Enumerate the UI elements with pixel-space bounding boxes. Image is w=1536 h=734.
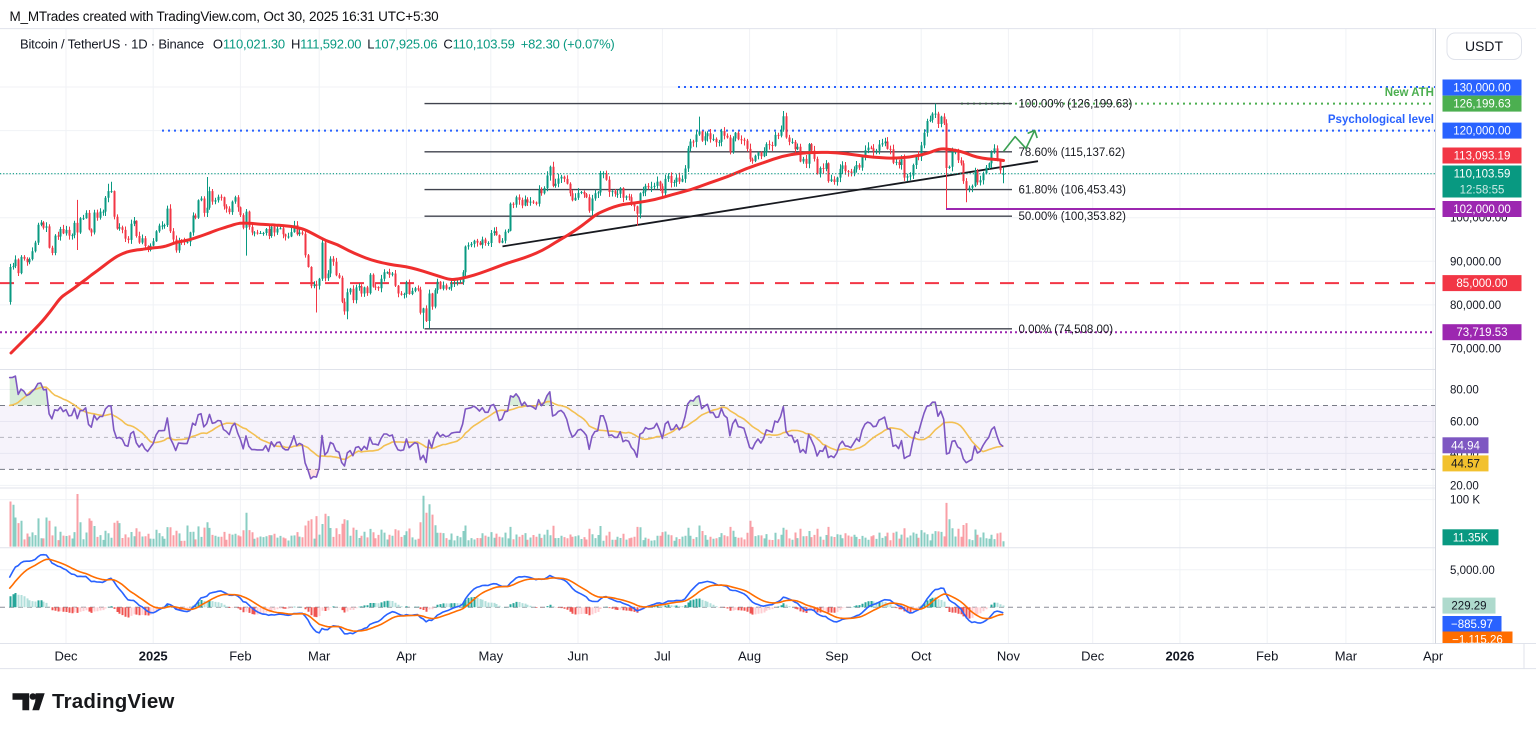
svg-text:126,199.63: 126,199.63 [1453, 99, 1511, 111]
svg-text:100 K: 100 K [1450, 495, 1480, 507]
svg-text:100.00% (126,199.63): 100.00% (126,199.63) [1019, 99, 1133, 111]
svg-text:60.00: 60.00 [1450, 417, 1479, 429]
svg-text:Mar: Mar [308, 649, 331, 664]
svg-text:Feb: Feb [1256, 649, 1278, 664]
svg-text:130,000.00: 130,000.00 [1453, 83, 1511, 95]
svg-text:113,093.19: 113,093.19 [1454, 151, 1511, 163]
svg-text:2025: 2025 [139, 649, 168, 664]
svg-text:Oct: Oct [911, 649, 932, 664]
svg-text:85,000.00: 85,000.00 [1456, 278, 1507, 290]
svg-text:90,000.00: 90,000.00 [1450, 256, 1501, 268]
svg-text:12:58:55: 12:58:55 [1460, 185, 1505, 197]
svg-text:5,000.00: 5,000.00 [1450, 565, 1495, 577]
svg-text:120,000.00: 120,000.00 [1453, 126, 1511, 138]
svg-text:78.60% (115,137.62): 78.60% (115,137.62) [1019, 147, 1126, 159]
svg-text:229.29: 229.29 [1451, 601, 1486, 613]
svg-text:Sep: Sep [825, 649, 848, 664]
svg-text:Mar: Mar [1335, 649, 1358, 664]
svg-text:20.00: 20.00 [1450, 480, 1479, 492]
svg-text:73,719.53: 73,719.53 [1456, 327, 1507, 339]
svg-text:50.00% (100,353.82): 50.00% (100,353.82) [1019, 211, 1127, 223]
svg-text:USDT: USDT [1465, 38, 1504, 54]
svg-text:−885.97: −885.97 [1451, 619, 1493, 631]
svg-text:61.80% (106,453.43): 61.80% (106,453.43) [1019, 185, 1127, 197]
svg-text:44.57: 44.57 [1451, 458, 1480, 470]
svg-text:102,000.00: 102,000.00 [1453, 204, 1511, 216]
svg-text:0.00% (74,508.00): 0.00% (74,508.00) [1019, 324, 1114, 336]
svg-text:11.35K: 11.35K [1453, 532, 1489, 544]
svg-text:Dec: Dec [54, 649, 78, 664]
svg-text:Apr: Apr [396, 649, 417, 664]
svg-text:Jun: Jun [568, 649, 589, 664]
svg-text:Dec: Dec [1081, 649, 1105, 664]
svg-text:TradingView: TradingView [52, 690, 175, 713]
svg-text:Jul: Jul [654, 649, 671, 664]
svg-text:New ATH: New ATH [1385, 87, 1434, 99]
svg-text:Apr: Apr [1423, 649, 1444, 664]
svg-text:Feb: Feb [229, 649, 251, 664]
svg-text:2026: 2026 [1165, 649, 1194, 664]
svg-text:110,103.59: 110,103.59 [1454, 169, 1511, 181]
svg-text:80.00: 80.00 [1450, 385, 1479, 397]
svg-text:Nov: Nov [997, 649, 1021, 664]
svg-text:44.94: 44.94 [1451, 440, 1480, 452]
svg-text:May: May [479, 649, 504, 664]
svg-text:Psychological level: Psychological level [1328, 114, 1434, 126]
svg-text:80,000.00: 80,000.00 [1450, 300, 1501, 312]
svg-text:M_MTrades created with Trading: M_MTrades created with TradingView.com, … [10, 9, 439, 24]
svg-text:Bitcoin / TetherUS · 1D · Bina: Bitcoin / TetherUS · 1D · Binance O110,02… [20, 37, 615, 52]
svg-text:Aug: Aug [738, 649, 761, 664]
svg-text:70,000.00: 70,000.00 [1450, 343, 1501, 355]
